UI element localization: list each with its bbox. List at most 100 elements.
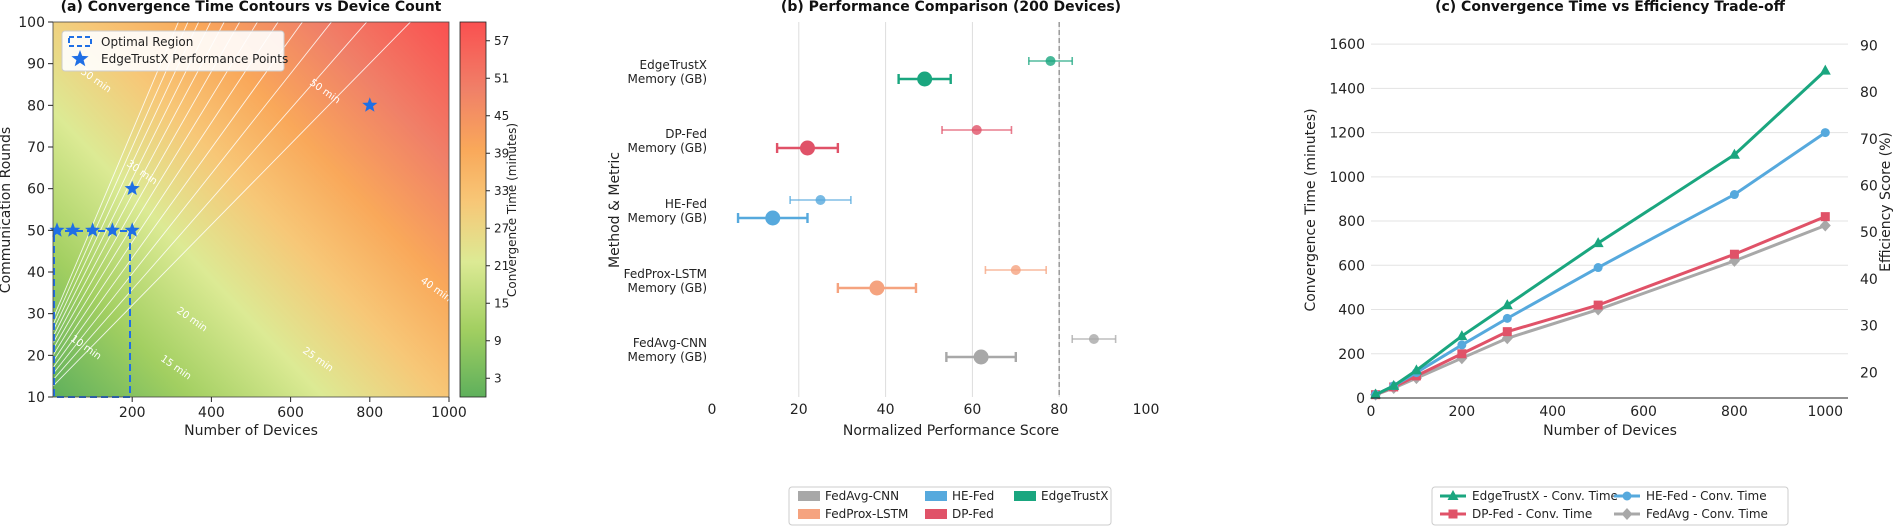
colorbar-tick-label: 57 [494, 34, 509, 48]
colorbar-label: Convergence Time (minutes) [505, 123, 519, 297]
colorbar-tick-label: 15 [494, 296, 509, 310]
colorbar-tick-label: 3 [494, 371, 502, 385]
legend-swatch-b [1014, 491, 1036, 501]
legend-label-c: HE-Fed - Conv. Time [1646, 489, 1767, 503]
contour-line [53, 22, 225, 345]
series-marker-circle [1729, 190, 1739, 200]
axis-ticks-b: 0 20 40 60 80 100 [708, 402, 1160, 418]
colorbar-tick-label: 9 [494, 334, 502, 348]
colorbar [459, 21, 487, 398]
y-tick-label-a: 10 [27, 390, 45, 406]
y-tick-label-c: 1200 [1329, 126, 1365, 142]
edgetrustx-points [49, 97, 378, 237]
axis-ticks-c: 0 200 400 600 800 1000 0 200 400 600 800 1000 1200 14… [1329, 37, 1877, 420]
y-tick-label-a: 80 [27, 98, 45, 114]
data-point-big [973, 349, 989, 365]
data-point-small [815, 195, 826, 205]
legend-a: Optimal Region EdgeTrustX Performance Po… [61, 30, 288, 72]
y-tick-label-a: 40 [27, 265, 45, 281]
series-marker-square [1502, 327, 1512, 337]
y-tick-label-c: 1400 [1329, 81, 1365, 97]
series-marker-triangle [1592, 237, 1604, 248]
data-point-small [1045, 56, 1056, 66]
contour-line [53, 22, 412, 387]
panel-a-title: (a) Convergence Time Contours vs Device … [61, 0, 442, 15]
x-axis-label-b: Normalized Performance Score [843, 423, 1059, 439]
legend-label-c: EdgeTrustX - Conv. Time [1472, 489, 1618, 503]
series-marker-circle [1820, 128, 1830, 138]
series-marker-diamond [1728, 254, 1740, 267]
contour-line [53, 22, 179, 320]
legend-label-b: HE-Fed [952, 489, 994, 503]
x-tick-label-c: 400 [1539, 404, 1566, 420]
row-label-method: FedAvg-CNN [633, 336, 707, 350]
series-marker-triangle [1728, 148, 1740, 159]
y2-tick-label-c: 20 [1860, 365, 1878, 381]
legend-region-label: Optimal Region [101, 35, 193, 49]
legend-c: EdgeTrustX - Conv. Time DP-Fed - Conv. Ti… [1431, 486, 1789, 526]
y-tick-label-a: 50 [27, 223, 45, 239]
row-label-metric: Memory (GB) [627, 72, 707, 86]
series-marker-triangle [1370, 388, 1382, 399]
contour-line [53, 22, 189, 326]
x-tick-label-b: 40 [877, 402, 895, 418]
data-point-small [1010, 265, 1021, 275]
performance-point-star [65, 222, 81, 237]
series-marker-circle [1593, 263, 1603, 273]
x-tick-label-c: 0 [1367, 404, 1376, 420]
contour-line [53, 22, 332, 375]
y-axis-label-b: Method & Metric [607, 152, 623, 268]
panel-a: (a) Convergence Time Contours vs Device … [0, 0, 519, 439]
row-label-metric: Memory (GB) [627, 281, 707, 295]
y2-tick-label-c: 50 [1860, 225, 1878, 241]
contour-line [53, 22, 258, 357]
panel-c: (c) Convergence Time vs Efficiency Trade… [1303, 0, 1894, 526]
x-tick-label-b: 100 [1133, 402, 1160, 418]
contour-line [53, 22, 241, 351]
contour-line [53, 22, 200, 332]
y-tick-label-a: 20 [27, 348, 45, 364]
legend-label-b: FedAvg-CNN [825, 489, 899, 503]
legend-label-b: DP-Fed [952, 507, 994, 521]
data-point-big [917, 71, 933, 87]
x-tick-label-c: 200 [1448, 404, 1475, 420]
legend-label-c: FedAvg - Conv. Time [1646, 507, 1768, 521]
x-axis-label-c: Number of Devices [1543, 423, 1677, 439]
x-tick-label-b: 80 [1050, 402, 1068, 418]
y2-tick-label-c: 40 [1860, 272, 1878, 288]
colorbar-tick-label: 33 [494, 184, 509, 198]
series-marker-triangle [1447, 490, 1459, 500]
y-tick-label-c: 1600 [1329, 37, 1365, 53]
series-marker-square [1820, 212, 1830, 222]
x-tick-label-c: 1000 [1807, 404, 1843, 420]
series-marker-triangle [1410, 364, 1422, 375]
legend-b: FedAvg-CNN FedProx-LSTM HE-Fed DP-Fed EdgeTr… [788, 486, 1112, 526]
row-label-method: FedProx-LSTM [624, 267, 707, 281]
colorbar-tick-label: 21 [494, 259, 509, 273]
legend-swatch-b [798, 509, 820, 519]
y2-tick-label-c: 70 [1860, 132, 1878, 148]
performance-point-star [104, 222, 120, 237]
y-tick-label-c: 0 [1356, 391, 1365, 407]
x-tick-label-a: 1000 [431, 405, 467, 421]
row-label-metric: Memory (GB) [627, 350, 707, 364]
row-label-method: EdgeTrustX [640, 58, 707, 72]
x-tick-label-a: 600 [277, 405, 304, 421]
series-marker-triangle [1388, 379, 1400, 390]
performance-point-star [124, 180, 140, 196]
series-marker-triangle [1501, 299, 1513, 310]
star-icon [71, 50, 89, 67]
y-tick-label-a: 90 [27, 57, 45, 73]
y-tick-label-c: 200 [1338, 347, 1365, 363]
performance-point-star [124, 222, 140, 237]
panel-b: (b) Performance Comparison (200 Devices)… [607, 0, 1160, 526]
legend-label-b: EdgeTrustX [1041, 489, 1108, 503]
row-label-metric: Memory (GB) [627, 141, 707, 155]
gridlines-c [1371, 43, 1848, 355]
data-point-big [869, 280, 885, 296]
x-axis-label-a: Number of Devices [184, 423, 318, 439]
legend-swatch-b [925, 509, 947, 519]
axis-ticks-a: 200 400 600 800 1000 10 20 30 40 50 60 70 80 90 100 [18, 15, 467, 421]
x-tick-label-c: 800 [1721, 404, 1748, 420]
